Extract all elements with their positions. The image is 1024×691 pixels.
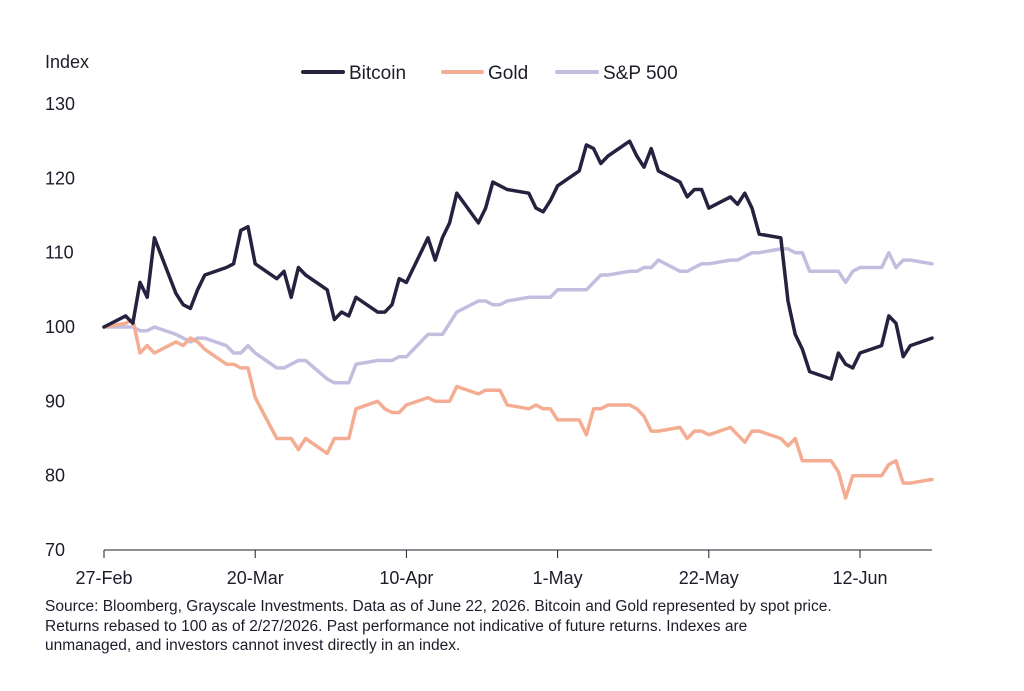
x-tick-label: 22-May (679, 568, 739, 588)
footnote-line: Returns rebased to 100 as of 2/27/2026. … (45, 617, 748, 635)
series-line-s-p-500 (102, 247, 934, 385)
x-tick-label: 27-Feb (75, 568, 132, 588)
x-axis: 27-Feb 20-Mar 10-Apr 1-May 22-May 12-Jun (75, 549, 932, 588)
y-tick-label: 130 (45, 94, 75, 114)
source-footnote: Source: Bloomberg, Grayscale Investments… (45, 597, 1005, 656)
x-tick-label: 20-Mar (227, 568, 284, 588)
legend: Bitcoin Gold S&P 500 (301, 63, 678, 84)
legend-item-sp500: S&P 500 (555, 63, 678, 84)
y-tick-label: 90 (45, 391, 65, 411)
x-tick-label: 10-Apr (379, 568, 433, 588)
y-tick-label: 70 (45, 540, 65, 560)
x-tick-label: 1-May (533, 568, 583, 588)
y-tick-label: 110 (45, 243, 74, 263)
x-tick-label: 12-Jun (832, 568, 887, 588)
legend-label-gold: Gold (488, 63, 528, 84)
series-line-gold (102, 317, 934, 500)
y-axis: 130 120 110 100 90 80 70 (45, 94, 75, 560)
series-lines (102, 139, 934, 500)
y-tick-label: 80 (45, 466, 65, 486)
y-tick-label: 100 (45, 317, 75, 337)
legend-label-sp500: S&P 500 (603, 63, 678, 84)
footnote-line: unmanaged, and investors cannot invest d… (45, 637, 461, 654)
y-tick-label: 120 (45, 168, 75, 188)
y-axis-title: Index (45, 52, 89, 72)
legend-item-bitcoin: Bitcoin (301, 63, 406, 84)
legend-label-bitcoin: Bitcoin (349, 63, 406, 84)
footnote-line: Source: Bloomberg, Grayscale Investments… (45, 598, 832, 615)
line-chart: Index Bitcoin Gold S&P 500 130 120 110 100 9… (45, 52, 934, 588)
series-line-bitcoin (102, 139, 934, 381)
legend-item-gold: Gold (441, 63, 528, 84)
